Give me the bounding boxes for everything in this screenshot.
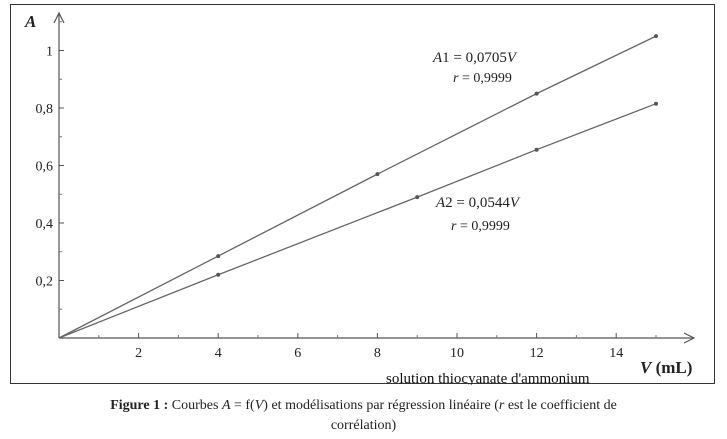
- chart-annotation: solution thiocyanate d'ammonium: [386, 371, 590, 385]
- series-a2-point: [654, 101, 658, 106]
- x-tick-label: 10: [450, 346, 464, 361]
- caption-line-1: Figure 1 : Courbes A = f(V) et modélisat…: [0, 396, 727, 416]
- series-a2-line: [58, 103, 657, 339]
- y-axis-label: A: [24, 12, 36, 31]
- y-tick-label: 0,4: [36, 217, 54, 232]
- caption-label: Figure 1 :: [110, 398, 169, 413]
- caption-text-1: Courbes: [168, 398, 222, 413]
- series-a1-equation: A1 = 0,0705V: [432, 50, 518, 66]
- series-a1-point: [216, 254, 221, 259]
- y-tick-label: 1: [46, 45, 53, 60]
- y-tick-label: 0,8: [36, 102, 54, 117]
- figure-caption: Figure 1 : Courbes A = f(V) et modélisat…: [0, 396, 727, 436]
- series-a2-point: [415, 195, 420, 200]
- caption-var-a: A: [221, 398, 231, 413]
- series-a1-point: [654, 34, 658, 39]
- x-tick-label: 2: [135, 346, 142, 361]
- caption-line-2: corrélation): [330, 418, 397, 433]
- series-a2-r-value: r = 0,9999: [451, 219, 510, 234]
- x-tick-label: 8: [374, 346, 381, 361]
- x-tick-label: 14: [609, 346, 623, 361]
- caption-var-v: V: [254, 398, 264, 413]
- caption-text-2: = f(: [230, 398, 255, 413]
- x-tick-label: 12: [530, 346, 544, 361]
- caption-text-3: ) et modélisations par régression linéai…: [263, 398, 499, 413]
- series-a2-equation: A2 = 0,0544V: [435, 195, 521, 211]
- y-tick-label: 0,2: [36, 275, 54, 290]
- series-a2-point: [216, 272, 221, 277]
- series-a1-r-value: r = 0,9999: [453, 71, 512, 86]
- y-tick-label: 0,6: [36, 160, 54, 175]
- series-a1-point: [534, 91, 539, 96]
- x-tick-label: 6: [294, 346, 301, 361]
- series-a1-point: [375, 172, 380, 177]
- chart: 2 4 6 8 10 12 14 0,2 0,4 0,6 0,8 1A V (mL) solution t…: [24, 11, 696, 385]
- x-tick-label: 4: [215, 346, 222, 361]
- series-a2-point: [534, 147, 539, 152]
- series-a1-line: [58, 35, 657, 339]
- x-axis-arrow: [683, 332, 696, 344]
- caption-text-4: est le coefficient de: [504, 398, 617, 413]
- figure-frame: 2 4 6 8 10 12 14 0,2 0,4 0,6 0,8 1 A V (mL) solution t…: [10, 4, 715, 385]
- caption-var-r: r: [498, 398, 505, 413]
- y-axis-arrow: [53, 11, 65, 24]
- x-axis-label: V (mL): [640, 358, 692, 377]
